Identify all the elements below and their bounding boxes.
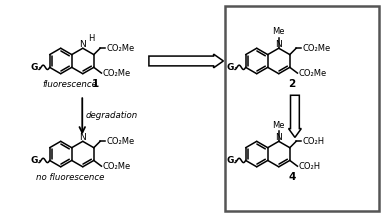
Text: CO₂Me: CO₂Me [298, 69, 327, 77]
Text: CO₂Me: CO₂Me [102, 69, 131, 77]
Text: G: G [30, 156, 38, 165]
Text: N: N [275, 133, 282, 142]
Text: 1: 1 [92, 79, 99, 89]
Text: 2: 2 [288, 79, 295, 89]
FancyArrow shape [149, 54, 223, 68]
Text: CO₂H: CO₂H [302, 137, 324, 146]
Text: CO₂Me: CO₂Me [302, 44, 330, 53]
Text: degradation: degradation [85, 111, 137, 120]
Text: CO₂H: CO₂H [298, 162, 320, 171]
Text: G: G [30, 63, 38, 72]
Text: G: G [227, 156, 234, 165]
Text: H: H [88, 34, 94, 43]
Text: N: N [275, 40, 282, 49]
Text: Me: Me [273, 27, 285, 36]
Bar [225, 6, 379, 211]
Text: fluorescence: fluorescence [42, 80, 97, 89]
FancyArrow shape [289, 95, 301, 137]
Text: 4: 4 [288, 172, 295, 182]
Text: N: N [80, 133, 86, 142]
Text: G: G [227, 63, 234, 72]
Text: CO₂Me: CO₂Me [102, 162, 131, 171]
Text: CO₂Me: CO₂Me [106, 137, 134, 146]
Text: CO₂Me: CO₂Me [106, 44, 134, 53]
Text: no fluorescence: no fluorescence [36, 173, 104, 182]
Text: N: N [80, 40, 86, 49]
Text: Me: Me [273, 120, 285, 130]
